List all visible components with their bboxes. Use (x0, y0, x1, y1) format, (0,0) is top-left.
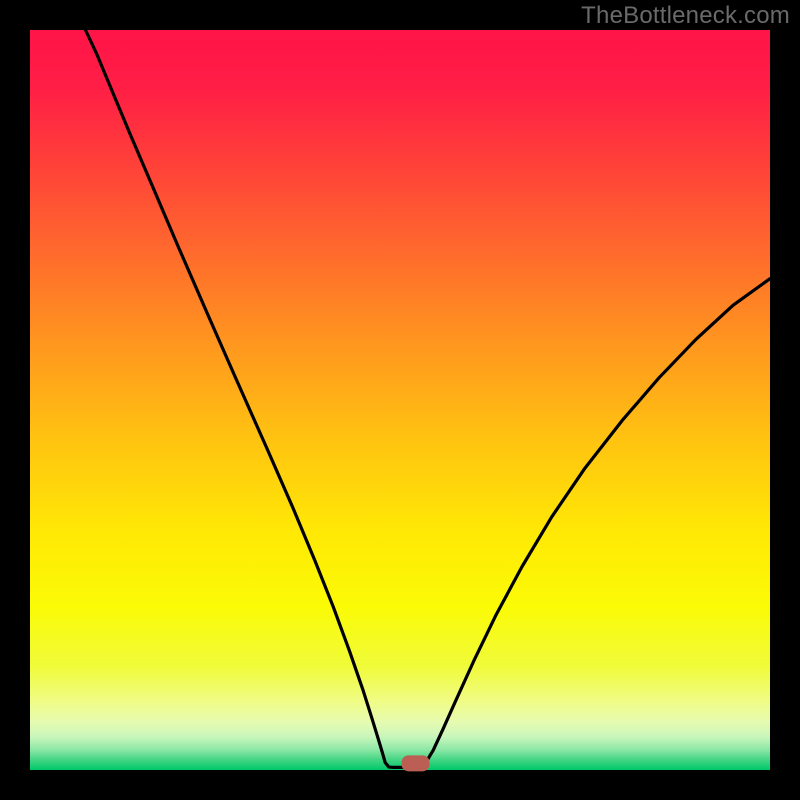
chart-container: TheBottleneck.com (0, 0, 800, 800)
optimum-marker-shape (402, 755, 430, 771)
optimum-marker (0, 0, 800, 800)
